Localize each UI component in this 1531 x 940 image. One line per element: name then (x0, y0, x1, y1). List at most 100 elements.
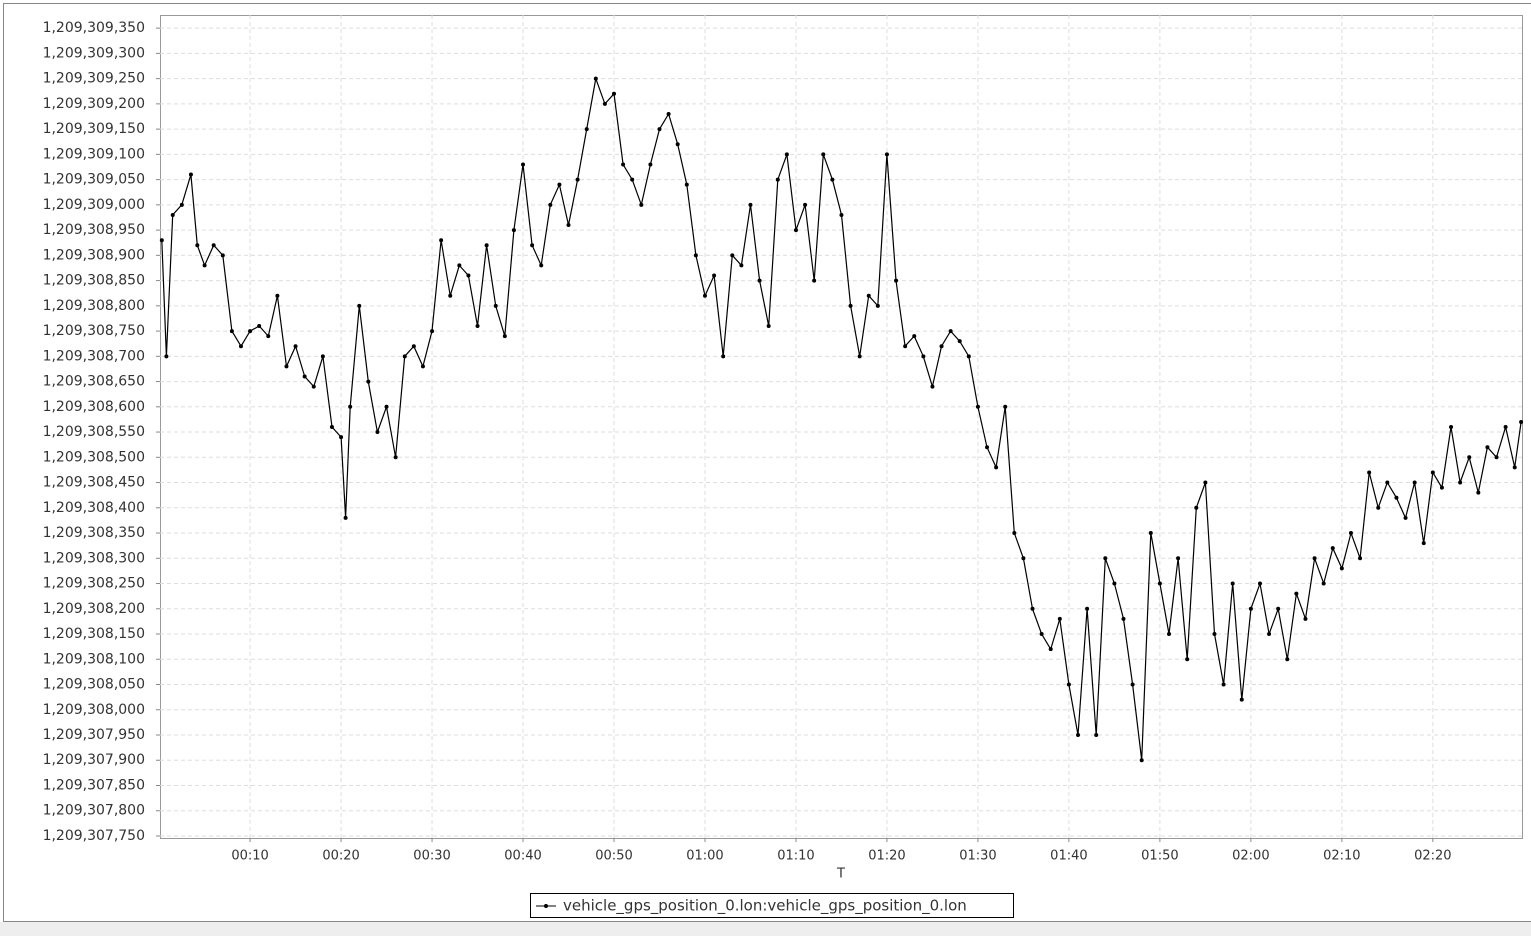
data-point (321, 354, 325, 358)
data-point (189, 173, 193, 177)
data-point (812, 279, 816, 283)
data-point (1422, 541, 1426, 545)
data-point (1140, 758, 1144, 762)
data-point (767, 324, 771, 328)
data-point (748, 203, 752, 207)
data-point (1158, 582, 1162, 586)
data-point (858, 354, 862, 358)
y-tick-label: 1,209,308,700 (43, 348, 145, 364)
x-tick-label: 02:20 (1414, 849, 1451, 864)
data-point (1094, 733, 1098, 737)
data-point (794, 228, 798, 232)
data-point (1303, 617, 1307, 621)
data-point (667, 112, 671, 116)
data-point (576, 178, 580, 182)
data-point (630, 178, 634, 182)
data-point (721, 354, 725, 358)
data-point (894, 279, 898, 283)
y-tick-label: 1,209,308,100 (43, 651, 145, 667)
y-tick-label: 1,209,309,250 (43, 71, 145, 87)
data-point (1076, 733, 1080, 737)
data-point (1031, 607, 1035, 611)
data-point (530, 243, 534, 247)
data-point (1440, 486, 1444, 490)
data-point (357, 304, 361, 308)
data-point (940, 344, 944, 348)
data-point (958, 339, 962, 343)
data-point (512, 228, 516, 232)
y-tick-label: 1,209,308,350 (43, 525, 145, 541)
data-point (1485, 445, 1489, 449)
data-point (657, 127, 661, 131)
data-point (476, 324, 480, 328)
data-point (221, 253, 225, 257)
data-point (703, 294, 707, 298)
data-point (921, 354, 925, 358)
y-tick-label: 1,209,308,500 (43, 449, 145, 465)
data-point (949, 329, 953, 333)
data-point (266, 334, 270, 338)
data-point (739, 263, 743, 267)
data-point (685, 183, 689, 187)
data-point (612, 92, 616, 96)
data-point (466, 274, 470, 278)
y-tick-label: 1,209,307,900 (43, 752, 145, 768)
data-point (548, 203, 552, 207)
data-point (639, 203, 643, 207)
data-point (1413, 481, 1417, 485)
data-point (284, 364, 288, 368)
y-tick-label: 1,209,308,600 (43, 399, 145, 415)
data-point (1294, 592, 1298, 596)
data-point (585, 127, 589, 131)
data-point (930, 385, 934, 389)
data-point (164, 354, 168, 358)
x-tick-label: 01:40 (1050, 849, 1087, 864)
data-point (230, 329, 234, 333)
data-point (648, 162, 652, 166)
data-point (485, 243, 489, 247)
y-tick-label: 1,209,308,000 (43, 702, 145, 718)
x-tick-label: 00:10 (231, 849, 268, 864)
data-point (1067, 683, 1071, 687)
data-point (1276, 607, 1280, 611)
data-point (1376, 506, 1380, 510)
data-point (730, 253, 734, 257)
data-point (603, 102, 607, 106)
data-point (375, 430, 379, 434)
y-tick-label: 1,209,308,650 (43, 374, 145, 390)
data-point (239, 344, 243, 348)
x-tick-label: 01:00 (686, 849, 723, 864)
data-point (494, 304, 498, 308)
data-point (1385, 481, 1389, 485)
data-point (1349, 531, 1353, 535)
x-tick-label: 00:50 (595, 849, 632, 864)
y-tick-label: 1,209,307,800 (43, 803, 145, 819)
status-strip (0, 922, 1531, 936)
data-point (366, 380, 370, 384)
y-tick-label: 1,209,308,800 (43, 298, 145, 314)
data-point (312, 385, 316, 389)
data-point (1240, 698, 1244, 702)
data-point (712, 274, 716, 278)
data-point (457, 263, 461, 267)
x-tick-label: 01:50 (1141, 849, 1178, 864)
data-point (1112, 582, 1116, 586)
x-tick-label: 00:30 (413, 849, 450, 864)
data-point (1476, 491, 1480, 495)
plot-area (161, 16, 1523, 839)
data-point (557, 183, 561, 187)
data-point (1431, 470, 1435, 474)
x-tick-label: 02:00 (1232, 849, 1269, 864)
y-tick-label: 1,209,308,450 (43, 475, 145, 491)
data-point (539, 263, 543, 267)
data-point (1358, 556, 1362, 560)
y-tick-label: 1,209,308,950 (43, 222, 145, 238)
data-point (985, 445, 989, 449)
data-point (1458, 481, 1462, 485)
data-point (160, 238, 164, 242)
data-point (967, 354, 971, 358)
y-tick-label: 1,209,307,850 (43, 777, 145, 793)
data-point (1103, 556, 1107, 560)
data-point (257, 324, 261, 328)
data-point (994, 465, 998, 469)
